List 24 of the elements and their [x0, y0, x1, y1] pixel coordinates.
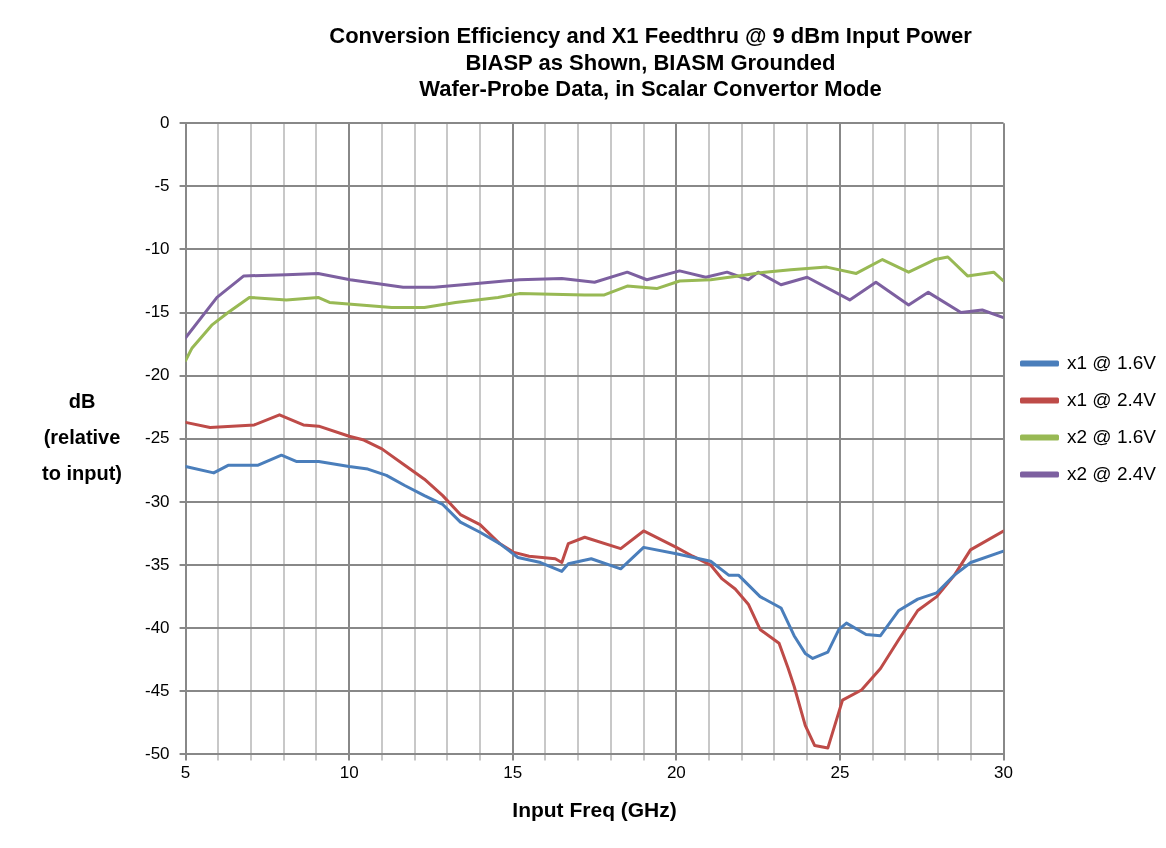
x-tick-label: 30 — [994, 763, 1013, 783]
y-tick-label: -50 — [144, 744, 170, 764]
x-tick-label: 25 — [830, 763, 850, 783]
y-tick-label: -10 — [144, 239, 170, 259]
x-tick-label: 20 — [666, 763, 686, 783]
chart-title: Conversion Efficiency and X1 Feedthru @ 9 dBm Input Power BIASP as Shown, BIASM Grounded Wafer-Probe Data, in Scalar Convertor Mode — [329, 23, 973, 102]
y-tick-label: -35 — [144, 554, 170, 574]
x-tick-label: 15 — [503, 763, 523, 783]
y-tick-label: -30 — [144, 491, 170, 511]
y-tick-label: -40 — [144, 617, 170, 637]
y-tick-label: -15 — [144, 302, 170, 322]
x-axis-title: Input Freq (GHz) — [512, 798, 677, 822]
y-tick-label: -45 — [144, 680, 170, 700]
legend-label: x1 @ 2.4V — [1067, 388, 1157, 410]
x-tick-label: 10 — [339, 763, 359, 783]
y-tick-label: -20 — [144, 365, 170, 385]
y-tick-label: -25 — [144, 428, 170, 448]
legend-label: x2 @ 2.4V — [1067, 462, 1157, 484]
y-tick-label: -5 — [154, 176, 170, 196]
legend-label: x2 @ 1.6V — [1067, 425, 1157, 447]
x-tick-label: 5 — [180, 763, 191, 783]
legend-label: x1 @ 1.6V — [1067, 351, 1157, 373]
y-tick-label: 0 — [160, 112, 170, 132]
y-axis-title: dB (relative to input) — [42, 390, 122, 485]
